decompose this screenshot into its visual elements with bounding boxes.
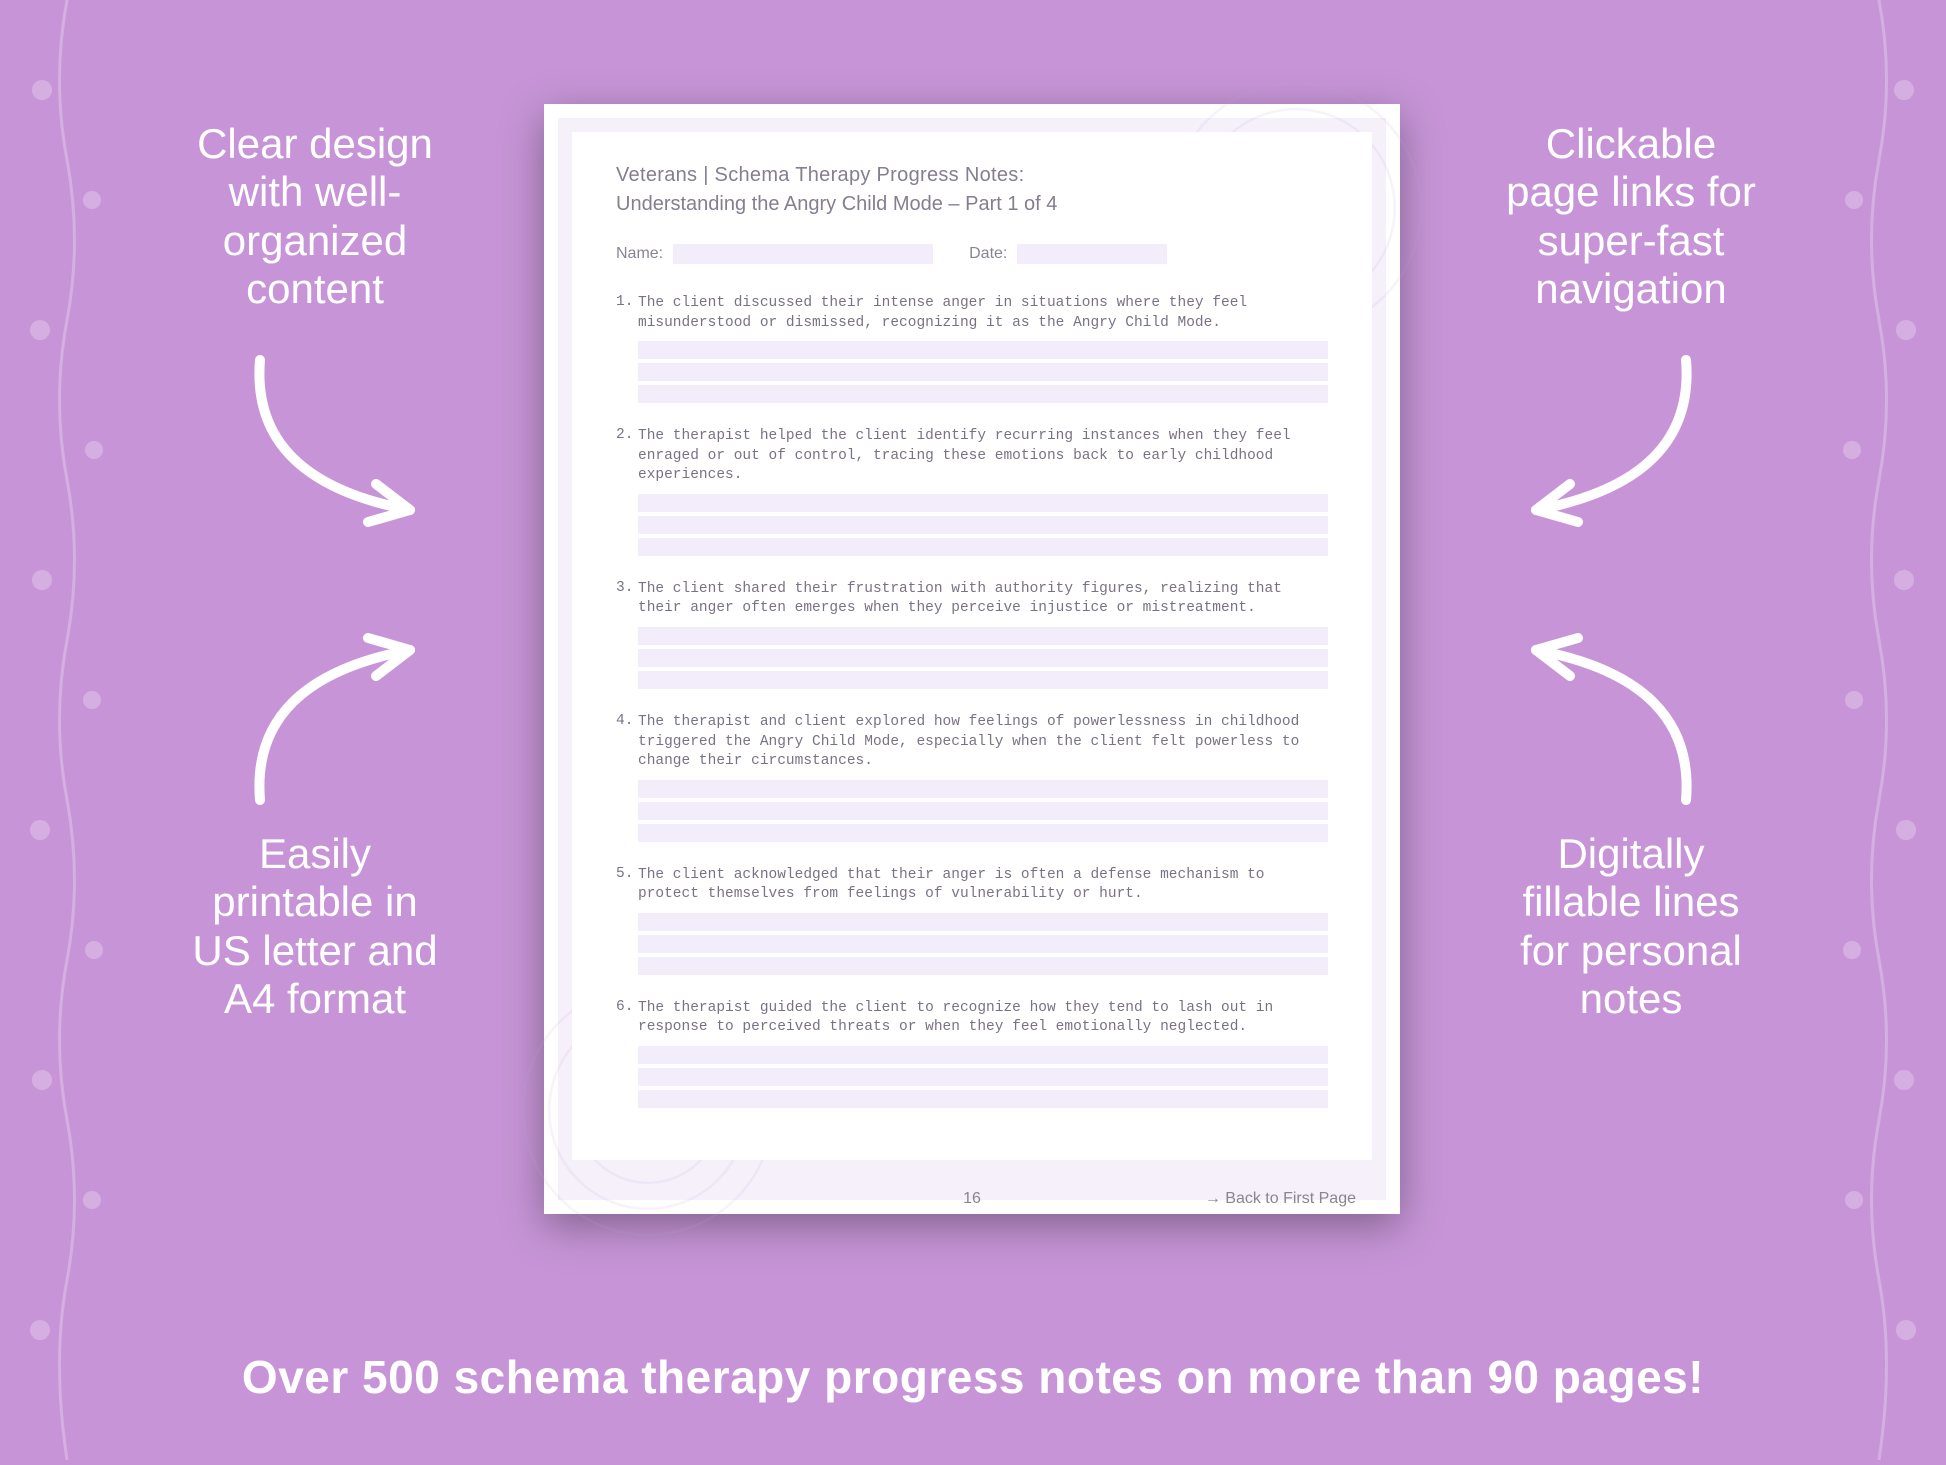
page-content: Veterans | Schema Therapy Progress Notes… [572, 132, 1372, 1160]
note-text: The client shared their frustration with… [638, 580, 1328, 619]
vine-left [12, 0, 122, 1460]
arrow-top-right [1476, 340, 1716, 545]
note-text: The client acknowledged that their anger… [638, 866, 1328, 905]
note-text: The therapist and client explored how fe… [638, 713, 1328, 772]
arrow-bottom-right [1476, 620, 1716, 825]
callout-bottom-left: Easily printable in US letter and A4 for… [120, 830, 510, 1023]
note-item: 3. The client shared their frustration wi… [616, 580, 1328, 689]
note-fill-lines[interactable] [638, 913, 1328, 975]
note-text: The client discussed their intense anger… [638, 294, 1328, 333]
note-item: 2. The therapist helped the client identi… [616, 427, 1328, 556]
notes-list: 1. The client discussed their intense ang… [616, 294, 1328, 1108]
callout-bottom-right: Digitally fillable lines for personal no… [1436, 830, 1826, 1023]
note-number: 2. [616, 427, 633, 443]
document-page: Veterans | Schema Therapy Progress Notes… [544, 104, 1400, 1214]
date-field[interactable] [1017, 244, 1167, 264]
note-fill-lines[interactable] [638, 627, 1328, 689]
doc-subtitle: Understanding the Angry Child Mode – Par… [616, 193, 1328, 216]
note-item: 5. The client acknowledged that their ang… [616, 866, 1328, 975]
note-number: 5. [616, 866, 633, 882]
callout-top-left: Clear design with well- organized conten… [120, 120, 510, 313]
bottom-tagline: Over 500 schema therapy progress notes o… [0, 1350, 1946, 1404]
note-number: 1. [616, 294, 633, 310]
note-item: 6. The therapist guided the client to rec… [616, 999, 1328, 1108]
arrow-top-left [230, 340, 470, 545]
note-fill-lines[interactable] [638, 780, 1328, 842]
note-fill-lines[interactable] [638, 1046, 1328, 1108]
note-item: 1. The client discussed their intense ang… [616, 294, 1328, 403]
note-text: The therapist guided the client to recog… [638, 999, 1328, 1038]
back-to-first-link[interactable]: → Back to First Page [1205, 1190, 1356, 1208]
note-fill-lines[interactable] [638, 494, 1328, 556]
note-fill-lines[interactable] [638, 341, 1328, 403]
note-text: The therapist helped the client identify… [638, 427, 1328, 486]
date-label: Date: [969, 245, 1007, 263]
callout-top-right: Clickable page links for super-fast navi… [1436, 120, 1826, 313]
note-item: 4. The therapist and client explored how … [616, 713, 1328, 842]
page-number: 16 [963, 1190, 981, 1208]
vine-right [1824, 0, 1934, 1460]
note-number: 3. [616, 580, 633, 596]
name-field[interactable] [673, 244, 933, 264]
note-number: 6. [616, 999, 633, 1015]
note-number: 4. [616, 713, 633, 729]
doc-title: Veterans | Schema Therapy Progress Notes… [616, 164, 1328, 187]
field-row: Name: Date: [616, 244, 1328, 264]
arrow-bottom-left [230, 620, 470, 825]
name-label: Name: [616, 245, 663, 263]
